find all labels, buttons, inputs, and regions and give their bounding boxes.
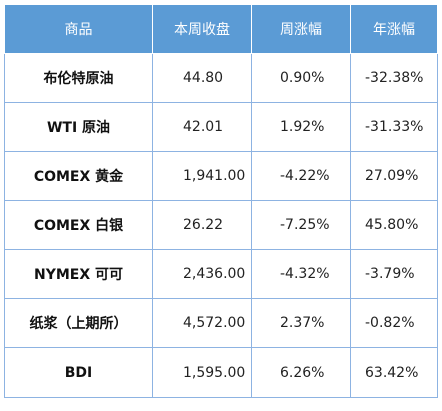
header-weekly-change: 周涨幅	[251, 4, 351, 54]
commodity-price-table: 商品 本周收盘 周涨幅 年涨幅 布伦特原油 44.80 0.90% -32.38…	[4, 4, 438, 398]
weekly-change-value: 0.90%	[251, 53, 351, 103]
commodity-name: 布伦特原油	[4, 53, 153, 103]
weekly-change-value: 1.92%	[251, 102, 351, 152]
commodity-name: WTI 原油	[4, 102, 153, 152]
weekly-change-value: 6.26%	[251, 347, 351, 398]
table-row: BDI 1,595.00 6.26% 63.42%	[4, 347, 438, 398]
yearly-change-value: 45.80%	[350, 200, 438, 250]
weekly-change-value: 2.37%	[251, 298, 351, 348]
table-header: 商品 本周收盘 周涨幅 年涨幅	[4, 4, 438, 54]
header-weekly-close: 本周收盘	[152, 4, 252, 54]
yearly-change-value: -31.33%	[350, 102, 438, 152]
weekly-change-value: -4.32%	[251, 249, 351, 299]
commodity-name: COMEX 白银	[4, 200, 153, 250]
commodity-name: BDI	[4, 347, 153, 398]
commodity-name: NYMEX 可可	[4, 249, 153, 299]
table-body: 布伦特原油 44.80 0.90% -32.38% WTI 原油 42.01 1…	[4, 53, 438, 398]
weekly-close-value: 4,572.00	[152, 298, 252, 348]
weekly-change-value: -7.25%	[251, 200, 351, 250]
header-row: 商品 本周收盘 周涨幅 年涨幅	[4, 4, 438, 54]
yearly-change-value: -3.79%	[350, 249, 438, 299]
table-row: COMEX 白银 26.22 -7.25% 45.80%	[4, 200, 438, 250]
weekly-close-value: 2,436.00	[152, 249, 252, 299]
weekly-close-value: 26.22	[152, 200, 252, 250]
commodity-name: COMEX 黄金	[4, 151, 153, 201]
yearly-change-value: -0.82%	[350, 298, 438, 348]
table-row: 纸浆（上期所） 4,572.00 2.37% -0.82%	[4, 298, 438, 348]
header-yearly-change: 年涨幅	[350, 4, 438, 54]
yearly-change-value: 27.09%	[350, 151, 438, 201]
commodity-name: 纸浆（上期所）	[4, 298, 153, 348]
weekly-close-value: 42.01	[152, 102, 252, 152]
weekly-close-value: 44.80	[152, 53, 252, 103]
header-commodity: 商品	[4, 4, 153, 54]
table-row: NYMEX 可可 2,436.00 -4.32% -3.79%	[4, 249, 438, 299]
table-row: COMEX 黄金 1,941.00 -4.22% 27.09%	[4, 151, 438, 201]
commodity-table-container: 商品 本周收盘 周涨幅 年涨幅 布伦特原油 44.80 0.90% -32.38…	[4, 4, 438, 407]
yearly-change-value: -32.38%	[350, 53, 438, 103]
table-row: WTI 原油 42.01 1.92% -31.33%	[4, 102, 438, 152]
yearly-change-value: 63.42%	[350, 347, 438, 398]
weekly-change-value: -4.22%	[251, 151, 351, 201]
weekly-close-value: 1,595.00	[152, 347, 252, 398]
weekly-close-value: 1,941.00	[152, 151, 252, 201]
table-row: 布伦特原油 44.80 0.90% -32.38%	[4, 53, 438, 103]
